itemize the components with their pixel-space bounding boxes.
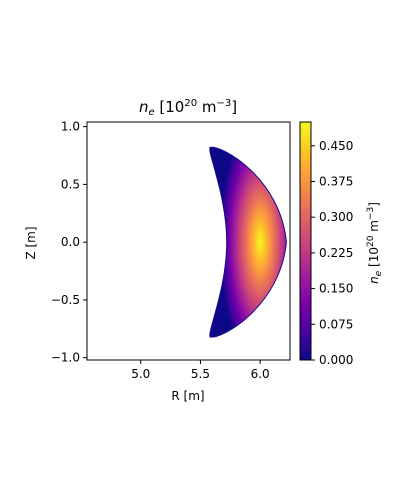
colorbar-tick-label: 0.300 [319,210,353,224]
x-axis-label: R [m] [171,389,204,403]
x-tick-label: 5.0 [131,367,150,381]
x-tick-label: 6.0 [251,367,270,381]
y-tick-label: −1.0 [51,351,80,365]
y-tick-label: 1.0 [61,120,80,134]
colorbar-tick-label: 0.000 [319,353,353,367]
y-tick-label: 0.5 [61,177,80,191]
x-tick-label: 5.5 [191,367,210,381]
colorbar [299,121,312,361]
chart-title: ne [1020 m−3] [139,98,237,118]
y-tick-label: −0.5 [51,293,80,307]
colorbar-tick-label: 0.450 [319,139,353,153]
colorbar-tick-label: 0.075 [319,317,353,331]
y-tick-label: 0.0 [61,235,80,249]
x-axis-ticks: 5.0 5.5 6.0 [131,360,270,381]
y-axis-label: Z [m] [24,226,38,259]
colorbar-label: ne [1020 m−3] [366,202,384,284]
colorbar-tick-label: 0.150 [319,282,353,296]
colorbar-tick-label: 0.375 [319,175,353,189]
plasma-density-region [209,146,287,338]
colorbar-tick-label: 0.225 [319,246,353,260]
colorbar-ticks: 0.000 0.075 0.150 0.225 0.300 0.375 0.450 [311,139,353,367]
y-axis-ticks: 1.0 0.5 0.0 −0.5 −1.0 [51,120,87,365]
